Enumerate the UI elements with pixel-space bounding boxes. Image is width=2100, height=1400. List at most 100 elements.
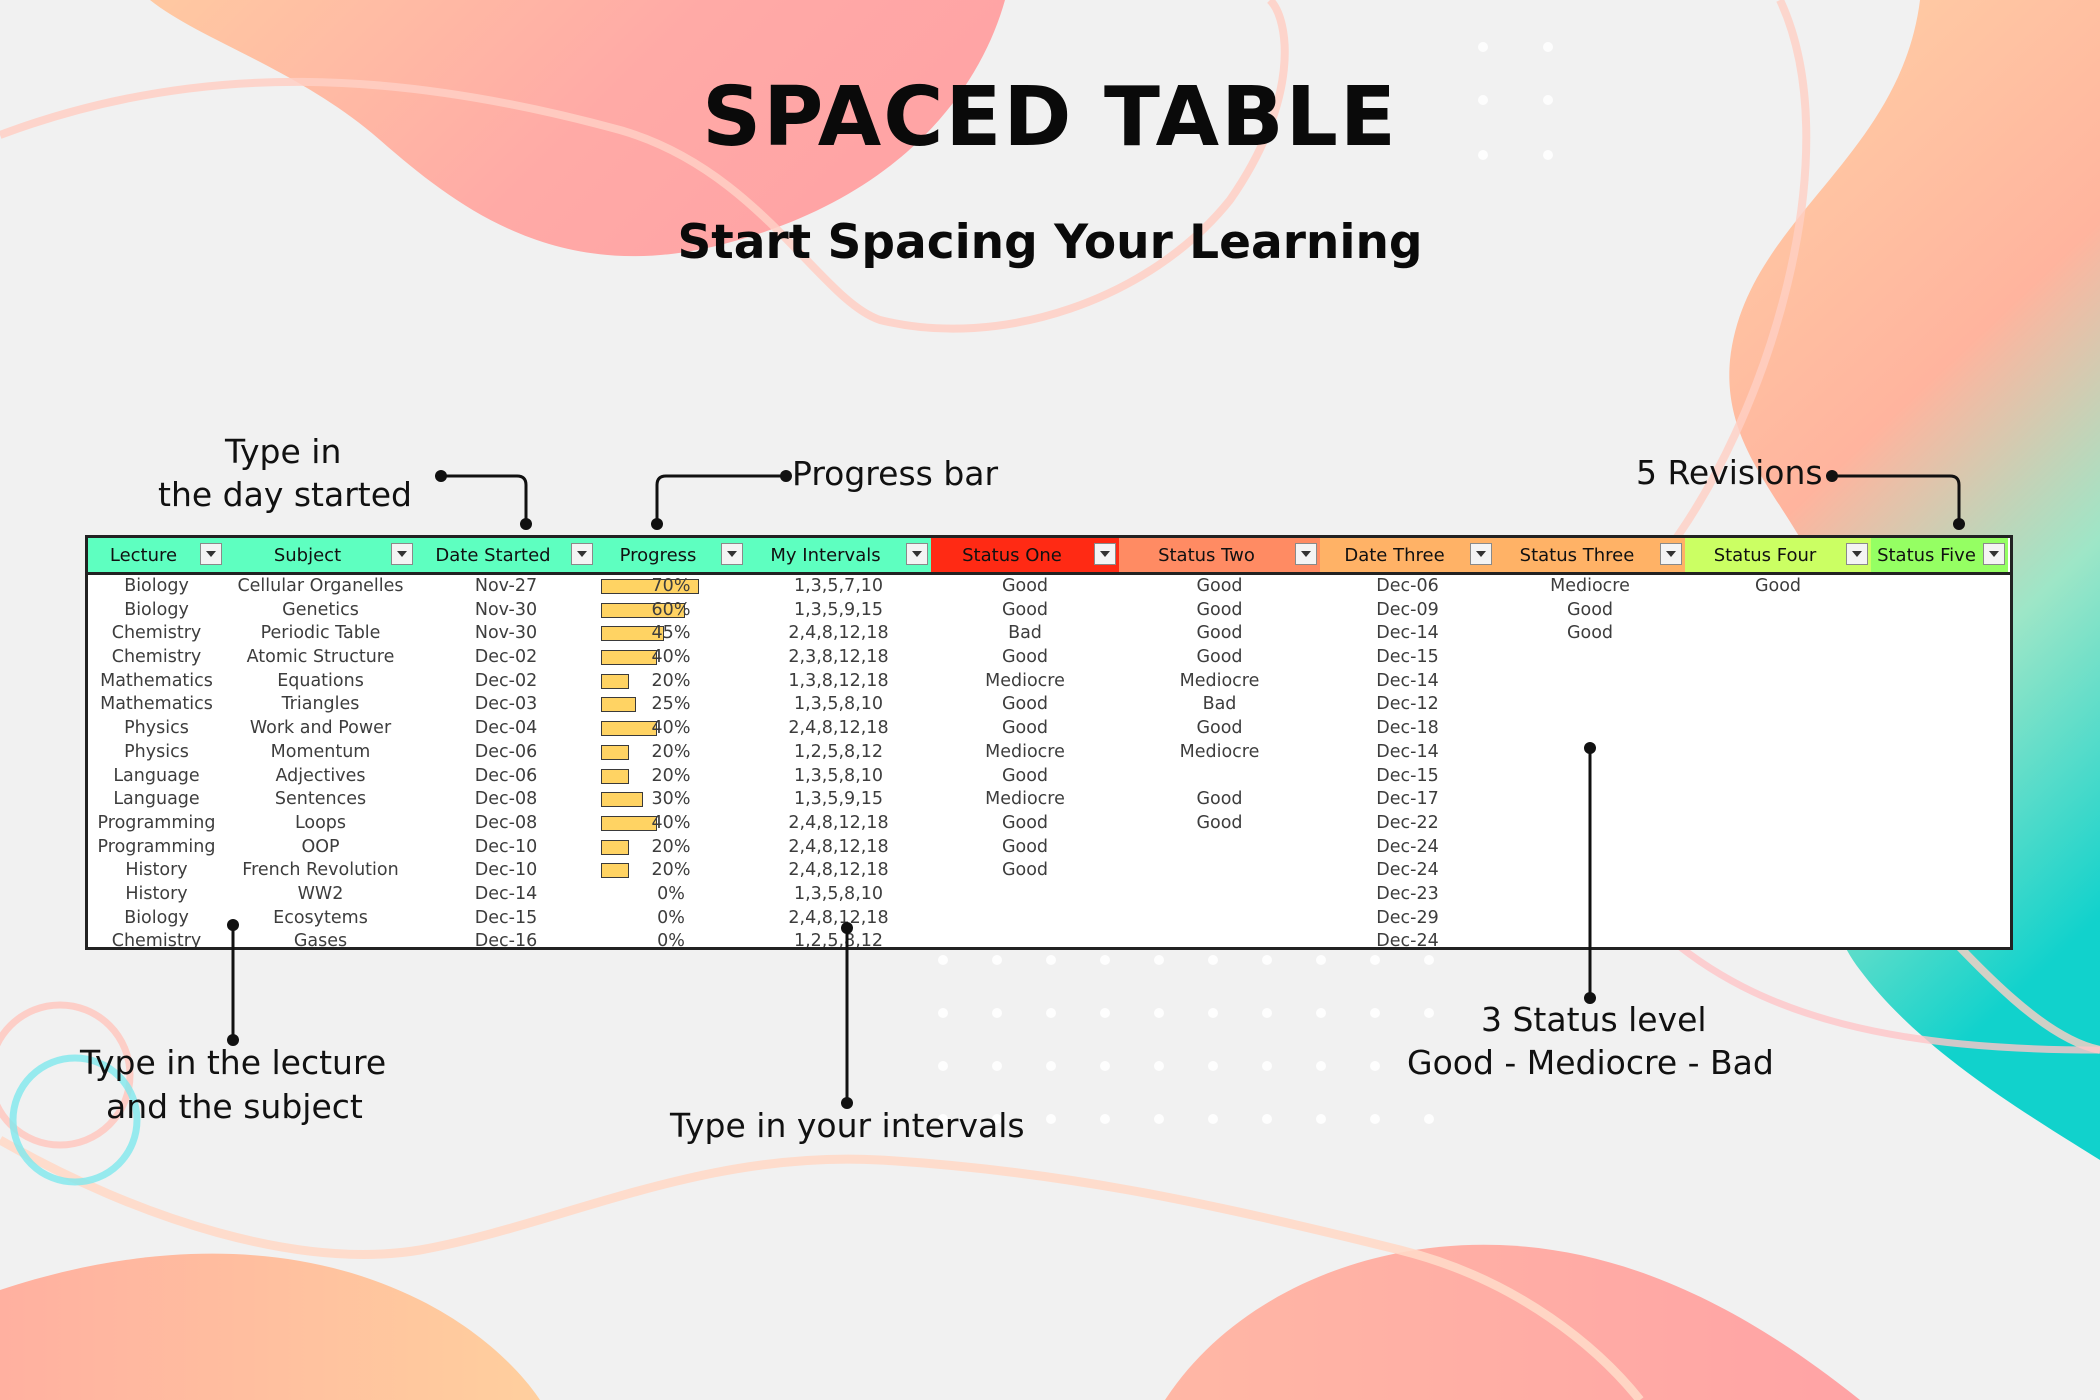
filter-dropdown-icon[interactable] xyxy=(1470,543,1492,565)
column-header-status-two[interactable]: Status Two xyxy=(1119,538,1320,572)
cell-status-two[interactable] xyxy=(1119,836,1320,860)
cell-lecture[interactable]: Mathematics xyxy=(100,670,213,691)
cell-lecture[interactable]: Chemistry xyxy=(111,931,202,950)
cell-status-five[interactable] xyxy=(1871,859,2008,883)
cell-date-three[interactable]: Dec-15 xyxy=(1376,647,1439,668)
cell-progress[interactable]: 30% xyxy=(596,788,746,812)
cell-subject[interactable]: Adjectives xyxy=(275,765,366,786)
cell-status-four[interactable] xyxy=(1685,812,1871,836)
cell-status-three[interactable] xyxy=(1495,741,1685,765)
cell-status-one[interactable]: Good xyxy=(1001,836,1049,857)
cell-status-two[interactable]: Good xyxy=(1196,812,1243,833)
cell-date-started[interactable]: Dec-10 xyxy=(474,836,538,857)
cell-status-four[interactable] xyxy=(1685,599,1871,623)
cell-subject[interactable]: Equations xyxy=(277,670,364,691)
cell-status-four[interactable] xyxy=(1685,670,1871,694)
cell-date-started[interactable]: Nov-27 xyxy=(474,576,538,596)
cell-status-three[interactable] xyxy=(1495,930,1685,947)
cell-progress[interactable]: 70% xyxy=(596,575,746,599)
cell-status-two[interactable]: Good xyxy=(1196,623,1243,644)
cell-progress[interactable]: 20% xyxy=(596,836,746,860)
column-header-lecture[interactable]: Lecture xyxy=(88,538,225,572)
cell-date-three[interactable]: Dec-14 xyxy=(1376,741,1439,762)
cell-status-one[interactable] xyxy=(931,907,1119,931)
cell-status-one[interactable]: Good xyxy=(1001,812,1049,833)
cell-status-two[interactable] xyxy=(1119,859,1320,883)
cell-lecture[interactable]: Biology xyxy=(124,907,189,928)
cell-date-started[interactable]: Dec-16 xyxy=(474,931,538,950)
cell-my-intervals[interactable]: 1,3,5,7,10 xyxy=(793,576,884,596)
cell-subject[interactable]: Atomic Structure xyxy=(246,647,395,668)
cell-subject[interactable]: French Revolution xyxy=(242,860,399,881)
cell-status-three[interactable]: Mediocre xyxy=(1550,576,1630,596)
cell-lecture[interactable]: Biology xyxy=(124,599,189,620)
cell-status-five[interactable] xyxy=(1871,717,2008,741)
cell-status-one[interactable]: Mediocre xyxy=(985,670,1065,691)
cell-progress[interactable]: 45% xyxy=(596,622,746,646)
cell-date-started[interactable]: Dec-14 xyxy=(474,883,538,904)
cell-lecture[interactable]: Language xyxy=(113,765,200,786)
cell-status-five[interactable] xyxy=(1871,907,2008,931)
cell-status-three[interactable] xyxy=(1495,765,1685,789)
cell-status-two[interactable]: Mediocre xyxy=(1179,741,1260,762)
cell-status-three[interactable]: Good xyxy=(1566,623,1614,644)
cell-date-started[interactable]: Dec-02 xyxy=(474,647,538,668)
cell-status-five[interactable] xyxy=(1871,741,2008,765)
cell-status-one[interactable]: Good xyxy=(1001,647,1049,668)
cell-status-two[interactable] xyxy=(1119,907,1320,931)
filter-dropdown-icon[interactable] xyxy=(1846,543,1868,565)
cell-progress[interactable]: 40% xyxy=(596,717,746,741)
cell-date-three[interactable]: Dec-09 xyxy=(1376,599,1439,620)
cell-status-three[interactable] xyxy=(1495,670,1685,694)
filter-dropdown-icon[interactable] xyxy=(391,543,413,565)
cell-progress[interactable]: 0% xyxy=(596,930,746,947)
cell-status-three[interactable] xyxy=(1495,836,1685,860)
cell-status-one[interactable]: Bad xyxy=(1008,623,1042,644)
cell-date-started[interactable]: Nov-30 xyxy=(474,599,538,620)
cell-status-three[interactable] xyxy=(1495,907,1685,931)
cell-date-started[interactable]: Dec-15 xyxy=(474,907,538,928)
cell-lecture[interactable]: Language xyxy=(113,789,200,810)
cell-status-four[interactable] xyxy=(1685,788,1871,812)
cell-date-started[interactable]: Dec-04 xyxy=(474,718,538,739)
cell-lecture[interactable]: Chemistry xyxy=(111,623,202,644)
cell-subject[interactable]: Cellular Organelles xyxy=(237,576,404,596)
cell-status-four[interactable] xyxy=(1685,836,1871,860)
cell-status-one[interactable] xyxy=(931,883,1119,907)
cell-date-started[interactable]: Dec-10 xyxy=(474,860,538,881)
cell-my-intervals[interactable]: 2,4,8,12,18 xyxy=(788,623,889,644)
cell-my-intervals[interactable]: 2,4,8,12,18 xyxy=(788,812,889,833)
cell-progress[interactable]: 20% xyxy=(596,859,746,883)
cell-lecture[interactable]: Chemistry xyxy=(111,647,202,668)
cell-status-five[interactable] xyxy=(1871,765,2008,789)
cell-status-four[interactable] xyxy=(1685,741,1871,765)
cell-my-intervals[interactable]: 2,4,8,12,18 xyxy=(788,718,889,739)
column-header-status-one[interactable]: Status One xyxy=(931,538,1119,572)
cell-date-started[interactable]: Dec-03 xyxy=(474,694,538,715)
cell-status-five[interactable] xyxy=(1871,883,2008,907)
cell-date-three[interactable]: Dec-22 xyxy=(1376,812,1439,833)
column-header-date-started[interactable]: Date Started xyxy=(416,538,596,572)
filter-dropdown-icon[interactable] xyxy=(1660,543,1682,565)
cell-status-five[interactable] xyxy=(1871,575,2008,599)
cell-my-intervals[interactable]: 2,4,8,12,18 xyxy=(788,836,889,857)
cell-status-three[interactable] xyxy=(1495,883,1685,907)
cell-my-intervals[interactable]: 1,3,5,8,10 xyxy=(793,883,884,904)
cell-subject[interactable]: Momentum xyxy=(270,741,371,762)
cell-status-four[interactable] xyxy=(1685,930,1871,947)
cell-status-one[interactable]: Good xyxy=(1001,599,1049,620)
cell-lecture[interactable]: Biology xyxy=(124,576,189,596)
cell-status-one[interactable]: Good xyxy=(1001,860,1049,881)
cell-status-one[interactable]: Good xyxy=(1001,718,1049,739)
cell-subject[interactable]: Periodic Table xyxy=(260,623,381,644)
cell-status-four[interactable] xyxy=(1685,717,1871,741)
cell-status-five[interactable] xyxy=(1871,788,2008,812)
cell-status-one[interactable]: Good xyxy=(1001,576,1049,596)
cell-subject[interactable]: Triangles xyxy=(281,694,360,715)
cell-status-two[interactable]: Bad xyxy=(1202,694,1237,715)
cell-lecture[interactable]: Programming xyxy=(97,836,216,857)
cell-subject[interactable]: Gases xyxy=(293,931,348,950)
cell-status-four[interactable] xyxy=(1685,883,1871,907)
cell-lecture[interactable]: Physics xyxy=(124,718,189,739)
cell-status-two[interactable]: Good xyxy=(1196,718,1243,739)
